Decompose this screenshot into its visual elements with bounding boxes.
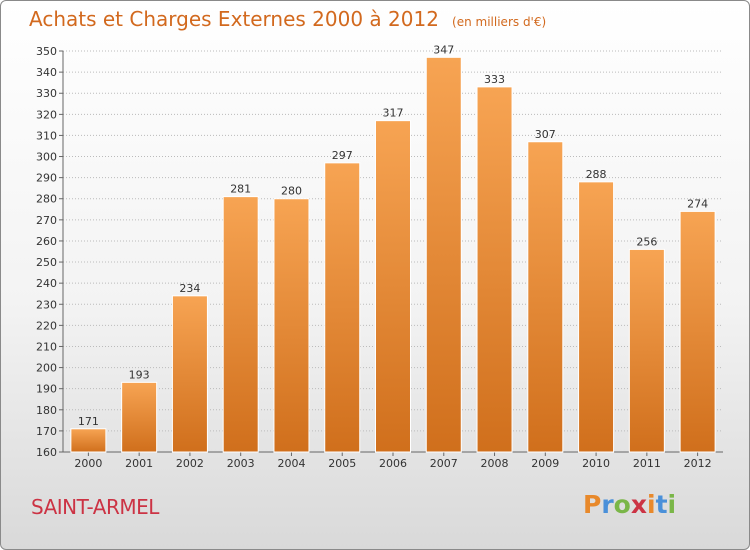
x-tick-label: 2012: [684, 457, 712, 470]
chart-subtitle: (en milliers d'€): [452, 15, 547, 29]
bar: [527, 141, 564, 453]
x-tick-label: 2005: [328, 457, 356, 470]
y-tick-label: 170: [36, 425, 57, 438]
bar-value-label: 171: [78, 415, 99, 428]
x-tick-label: 2011: [633, 457, 661, 470]
y-tick-label: 270: [36, 214, 57, 227]
bar-value-label: 317: [383, 107, 404, 120]
bar: [222, 196, 259, 453]
y-tick-label: 340: [36, 66, 57, 79]
logo-letter: P: [583, 490, 602, 519]
logo-letter: o: [613, 490, 631, 519]
y-tick-label: 230: [36, 298, 57, 311]
bar: [476, 86, 513, 453]
title-block: Achats et Charges Externes 2000 à 2012 (…: [29, 7, 546, 31]
bar: [121, 381, 158, 453]
y-tick-label: 180: [36, 404, 57, 417]
logo-letter: x: [630, 490, 647, 519]
bar-value-label: 193: [129, 368, 150, 381]
x-tick-label: 2002: [176, 457, 204, 470]
x-tick-label: 2008: [481, 457, 509, 470]
bars: [70, 56, 716, 453]
bar: [628, 248, 665, 453]
bar: [70, 428, 107, 453]
commune-name: SAINT-ARMEL: [31, 495, 159, 519]
y-tick-label: 320: [36, 108, 57, 121]
x-tick-label: 2006: [379, 457, 407, 470]
bar: [273, 198, 310, 453]
y-tick-label: 190: [36, 383, 57, 396]
y-tick-label: 290: [36, 172, 57, 185]
bar-value-label: 307: [535, 128, 556, 141]
y-tick-label: 260: [36, 235, 57, 248]
x-tick-label: 2007: [430, 457, 458, 470]
y-tick-label: 210: [36, 340, 57, 353]
y-tick-label: 280: [36, 193, 57, 206]
bar-value-label: 333: [484, 73, 505, 86]
x-tick-label: 2004: [277, 457, 305, 470]
bar-value-label: 256: [636, 235, 657, 248]
x-tick-label: 2003: [227, 457, 255, 470]
labels: 160 170 180 190 200 210 220 230 240 250 260 270 280 2…: [36, 43, 712, 470]
chart-title: Achats et Charges Externes 2000 à 2012: [29, 7, 439, 31]
bar-value-label: 288: [586, 168, 607, 181]
y-tick-label: 160: [36, 446, 57, 459]
bar: [171, 295, 208, 453]
logo-letter: r: [601, 490, 614, 519]
x-tick-label: 2010: [582, 457, 610, 470]
bar: [679, 210, 716, 453]
x-tick-label: 2009: [531, 457, 559, 470]
y-tick-label: 310: [36, 129, 57, 142]
y-tick-label: 300: [36, 151, 57, 164]
bar-value-label: 297: [332, 149, 353, 162]
y-tick-label: 330: [36, 87, 57, 100]
y-tick-label: 220: [36, 319, 57, 332]
y-tick-label: 350: [36, 45, 57, 58]
x-tick-label: 2000: [74, 457, 102, 470]
bar: [578, 181, 615, 453]
bar-value-label: 281: [230, 183, 251, 196]
x-tick-label: 2001: [125, 457, 153, 470]
logo-letter: i: [667, 490, 677, 519]
bar: [425, 56, 462, 453]
proxiti-logo[interactable]: Proxiti: [583, 490, 676, 519]
logo-letter: i: [647, 490, 656, 519]
bar: [324, 162, 361, 453]
y-tick-label: 200: [36, 362, 57, 375]
bar-value-label: 234: [179, 282, 200, 295]
bar: [375, 120, 411, 453]
y-tick-label: 240: [36, 277, 57, 290]
bar-value-label: 274: [687, 197, 708, 210]
bar-value-label: 347: [433, 43, 454, 56]
bar-value-label: 280: [281, 185, 302, 198]
logo-letter: t: [655, 490, 668, 519]
y-tick-label: 250: [36, 256, 57, 269]
